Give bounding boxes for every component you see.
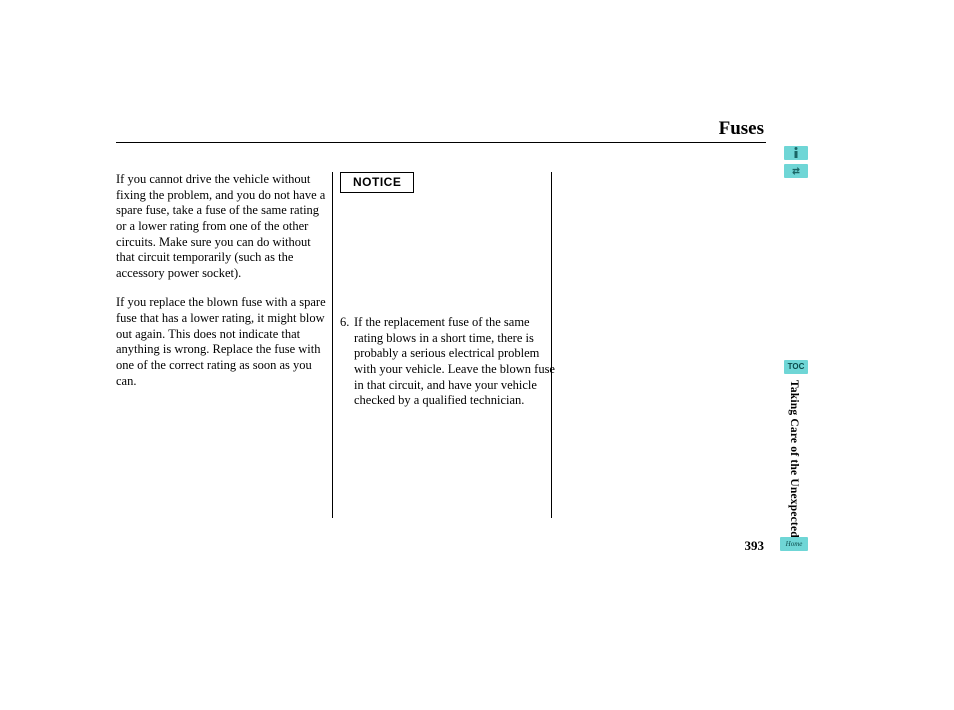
page-title: Fuses (719, 118, 764, 140)
toc-button[interactable]: TOC (784, 360, 808, 374)
home-button[interactable]: Home (780, 537, 808, 551)
header-rule (116, 142, 766, 143)
left-para-2: If you replace the blown fuse with a spa… (116, 295, 326, 389)
step-number: 6. (340, 315, 354, 409)
info-icon[interactable] (784, 146, 808, 160)
column-divider-1 (332, 172, 333, 518)
nav-arrows-icon[interactable]: ⇄ (784, 164, 808, 178)
left-column: If you cannot drive the vehicle without … (116, 172, 326, 403)
column-divider-2 (551, 172, 552, 518)
step-6: 6. If the replacement fuse of the same r… (340, 315, 555, 409)
section-side-label: Taking Care of the Unexpected (788, 380, 800, 538)
page-number: 393 (745, 538, 765, 554)
left-para-1: If you cannot drive the vehicle without … (116, 172, 326, 281)
manual-page: Fuses If you cannot drive the vehicle wi… (0, 0, 954, 710)
middle-column: NOTICE 6. If the replacement fuse of the… (340, 172, 555, 409)
notice-label-box: NOTICE (340, 172, 414, 193)
step-6-text: If the replacement fuse of the same rati… (354, 315, 555, 409)
